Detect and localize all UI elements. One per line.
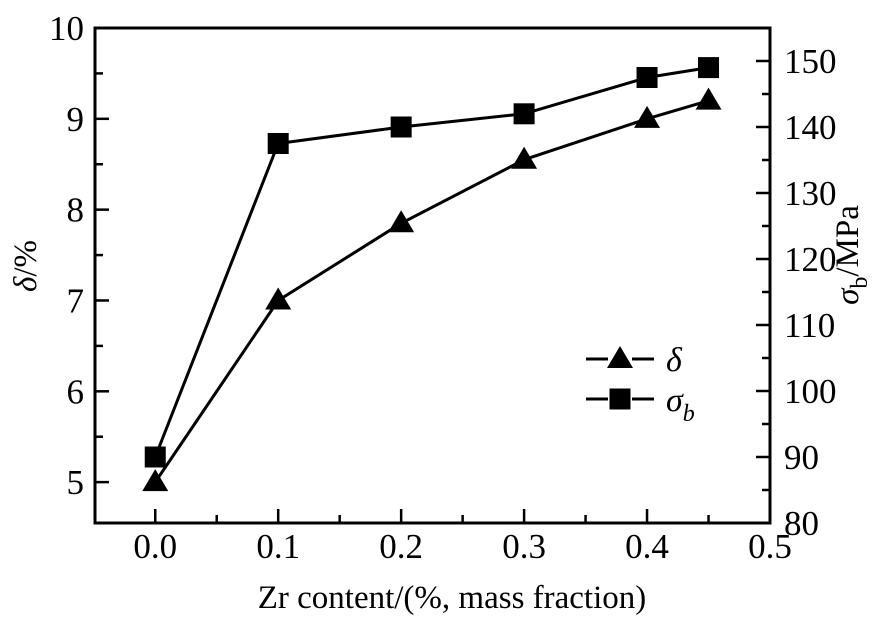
right-tick-label: 120 <box>784 240 837 279</box>
data-point-marker <box>267 133 289 154</box>
data-point-marker <box>144 446 166 468</box>
plot-border <box>93 26 772 525</box>
x-tick-label: 0.5 <box>748 527 792 566</box>
right-y-axis: 80 90 100 110 120 130 140 150 <box>756 42 837 543</box>
data-point-marker <box>388 210 415 233</box>
left-tick-label: 7 <box>67 281 85 320</box>
series-sigma <box>144 57 720 468</box>
right-tick-label: 130 <box>784 174 837 213</box>
legend-label: σb <box>666 382 695 427</box>
legend: δσb <box>586 342 695 427</box>
data-point-marker <box>265 287 292 310</box>
left-tick-label: 6 <box>67 372 85 411</box>
series-line <box>154 99 709 483</box>
series-delta <box>142 87 722 492</box>
left-y-axis: 5 6 7 8 9 10 <box>49 9 109 502</box>
right-axis-title: σb/MPa <box>830 205 873 305</box>
legend-entry: δ <box>586 342 683 379</box>
x-axis: 0.0 0.1 0.2 0.3 0.4 0.5 <box>133 509 792 566</box>
x-axis-title: Zr content/(%, mass fraction) <box>258 580 647 616</box>
left-tick-label: 9 <box>67 100 85 139</box>
left-tick-label: 8 <box>67 191 85 230</box>
data-point-marker <box>698 57 720 79</box>
data-point-marker <box>142 469 169 492</box>
x-tick-label: 0.3 <box>502 527 546 566</box>
right-tick-label: 90 <box>784 438 819 477</box>
x-tick-label: 0.1 <box>256 527 300 566</box>
x-tick-label: 0.0 <box>133 527 177 566</box>
legend-marker <box>607 346 633 368</box>
left-axis-title: δ/% <box>8 240 44 292</box>
x-tick-label: 0.2 <box>379 527 423 566</box>
x-tick-label: 0.4 <box>625 527 669 566</box>
right-tick-label: 110 <box>784 306 835 345</box>
right-tick-label: 140 <box>784 108 837 147</box>
legend-marker <box>609 388 631 410</box>
data-point-marker <box>695 87 722 110</box>
left-tick-label: 5 <box>67 463 85 502</box>
right-tick-label: 100 <box>784 372 837 411</box>
legend-entry: σb <box>586 382 695 427</box>
data-point-marker <box>636 67 658 88</box>
right-tick-label: 80 <box>784 504 819 543</box>
data-point-marker <box>390 116 412 138</box>
data-point-marker <box>511 146 538 169</box>
data-point-marker <box>634 105 661 128</box>
left-tick-label: 10 <box>49 9 84 48</box>
data-point-marker <box>513 103 535 125</box>
legend-label: δ <box>666 342 683 379</box>
right-tick-label: 150 <box>784 42 837 81</box>
